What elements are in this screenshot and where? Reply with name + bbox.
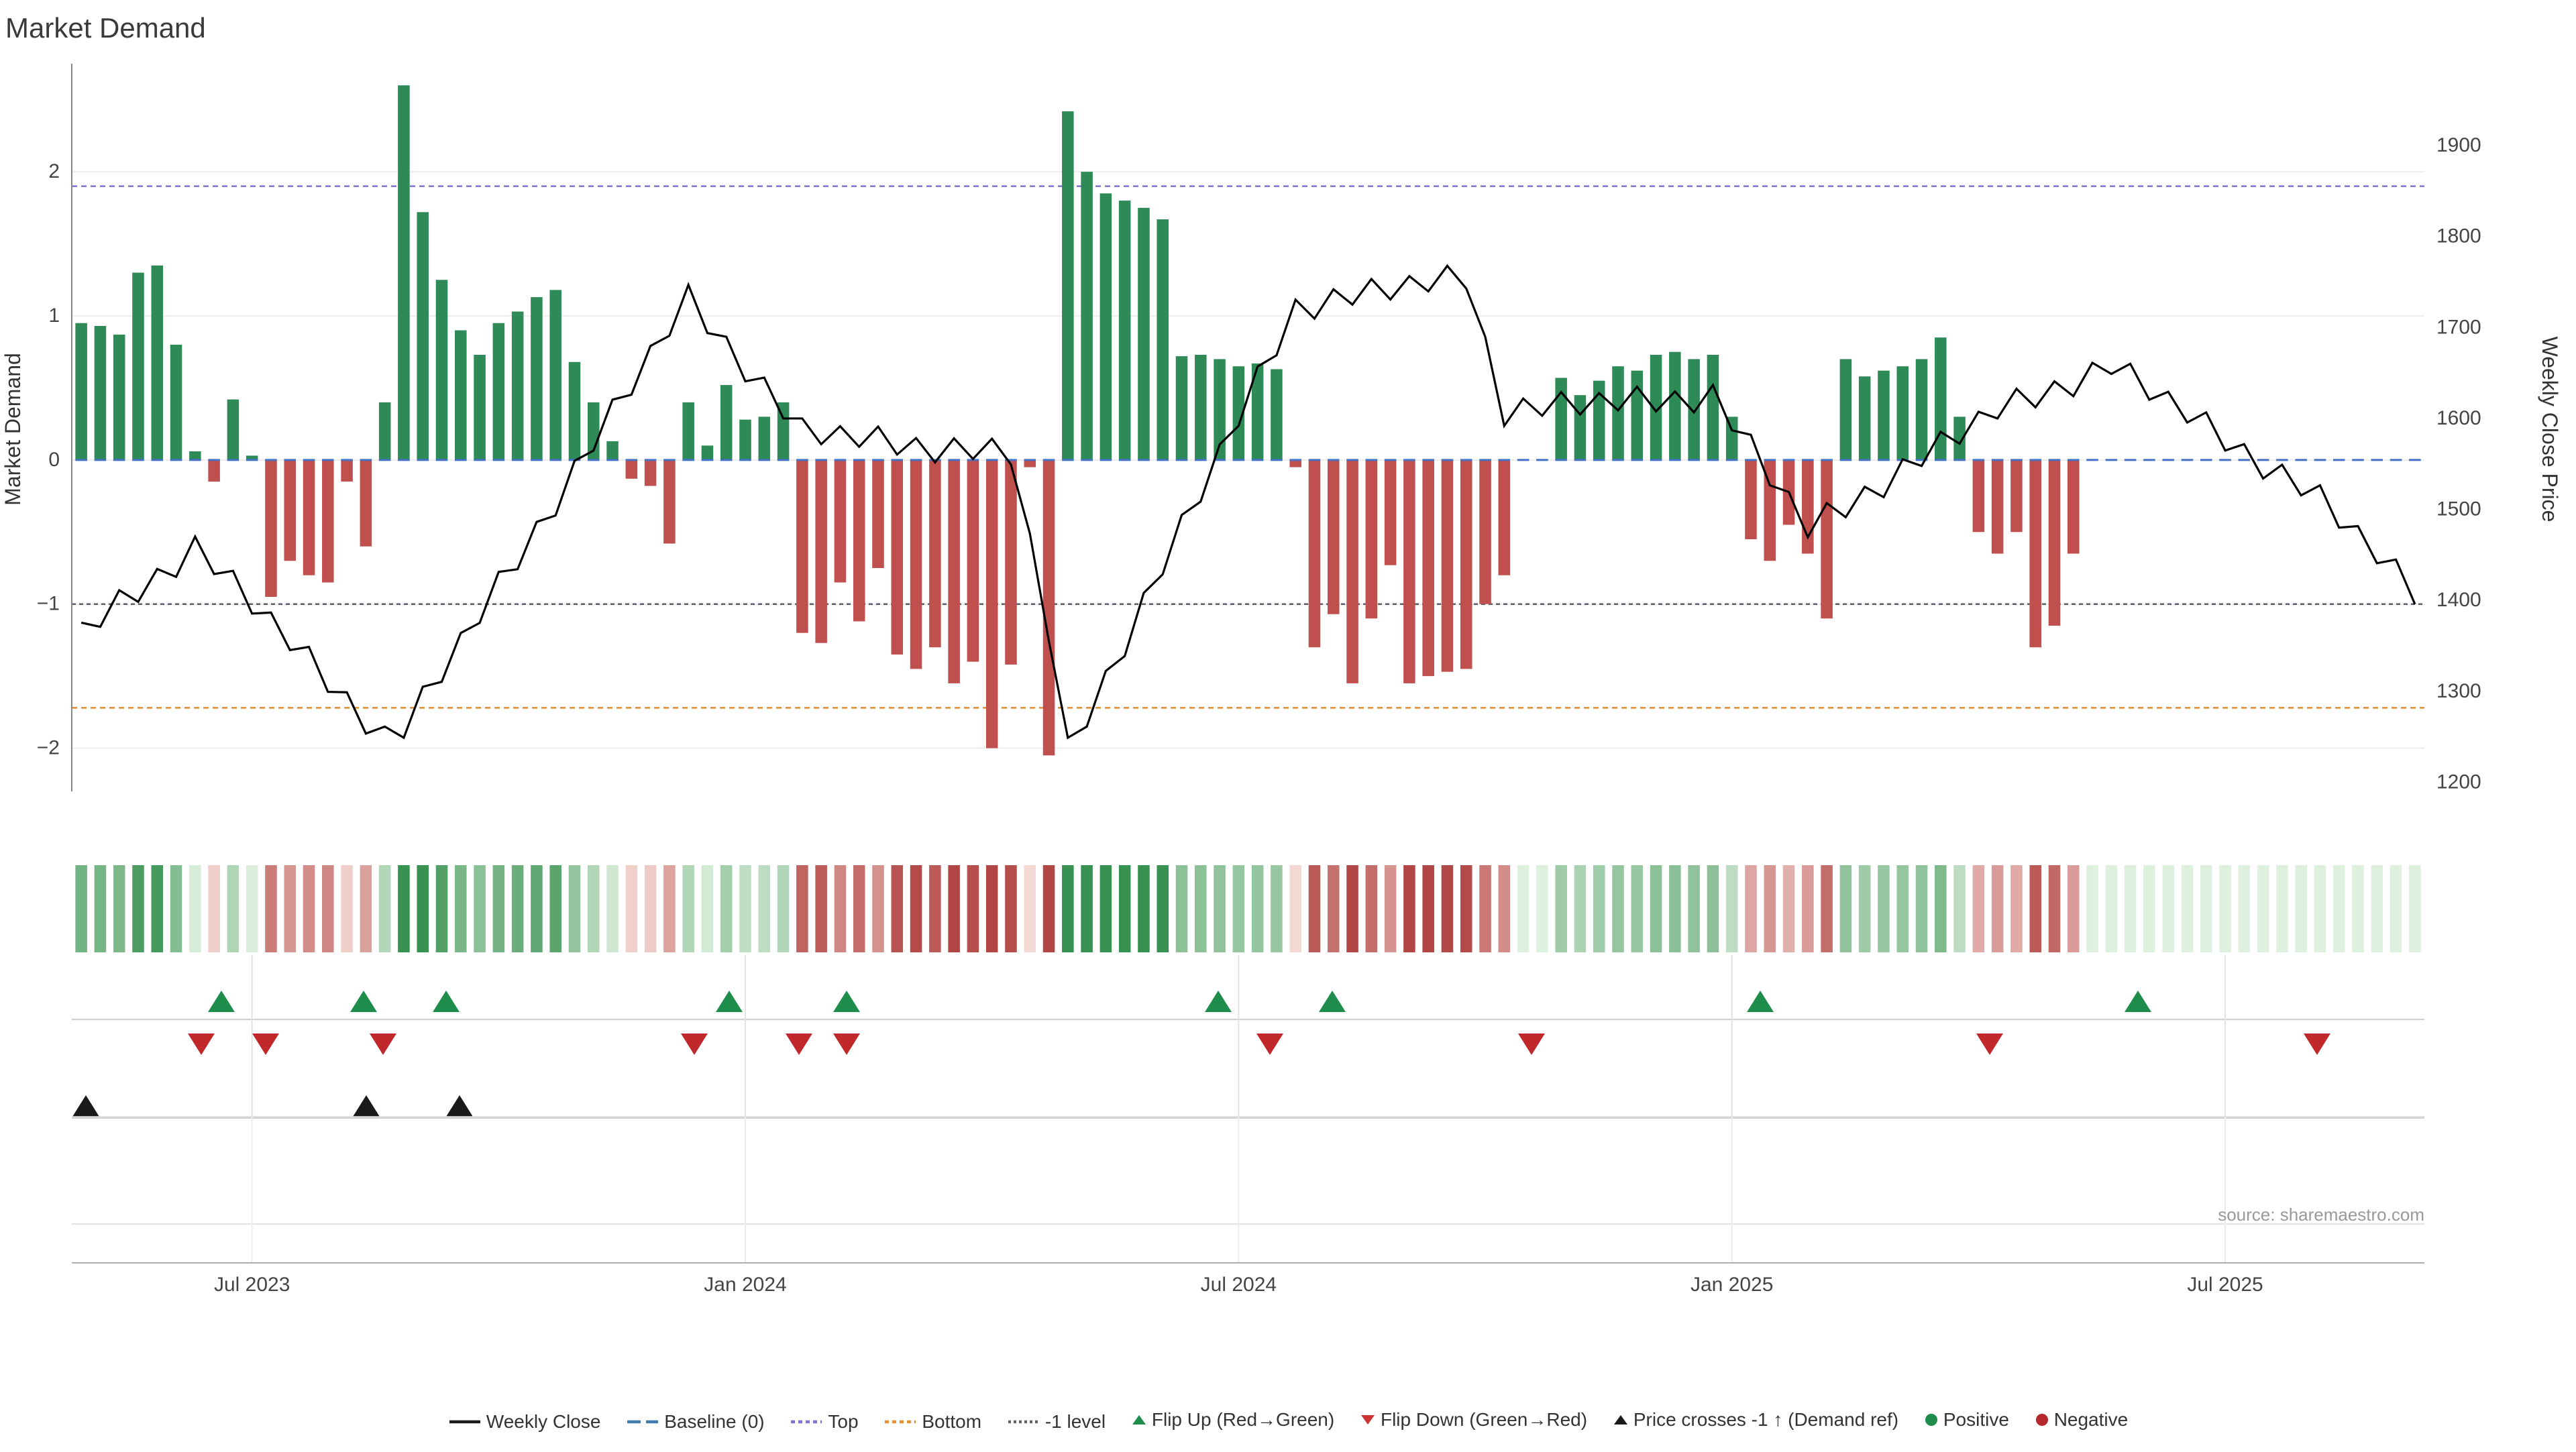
svg-text:1800: 1800: [2436, 225, 2481, 247]
svg-text:1300: 1300: [2436, 680, 2481, 702]
svg-text:−2: −2: [37, 737, 60, 759]
svg-text:Market Demand: Market Demand: [5, 12, 206, 44]
svg-text:Market Demand: Market Demand: [1, 353, 25, 506]
svg-text:Jul 2024: Jul 2024: [1201, 1274, 1277, 1296]
svg-text:1: 1: [48, 304, 60, 327]
svg-text:Weekly Close Price: Weekly Close Price: [2538, 337, 2562, 522]
svg-text:1500: 1500: [2436, 498, 2481, 520]
svg-text:0: 0: [48, 449, 60, 471]
svg-text:Jul 2025: Jul 2025: [2187, 1274, 2263, 1296]
svg-text:Jan 2024: Jan 2024: [704, 1274, 786, 1296]
svg-text:−1: −1: [37, 593, 60, 615]
svg-text:1700: 1700: [2436, 316, 2481, 338]
svg-text:source: sharemaestro.com: source: sharemaestro.com: [2218, 1205, 2424, 1225]
svg-text:Jan 2025: Jan 2025: [1690, 1274, 1773, 1296]
svg-text:1600: 1600: [2436, 407, 2481, 429]
svg-text:1200: 1200: [2436, 771, 2481, 793]
svg-text:Jul 2023: Jul 2023: [214, 1274, 290, 1296]
svg-text:1400: 1400: [2436, 589, 2481, 611]
svg-text:1900: 1900: [2436, 134, 2481, 156]
svg-text:2: 2: [48, 160, 60, 182]
